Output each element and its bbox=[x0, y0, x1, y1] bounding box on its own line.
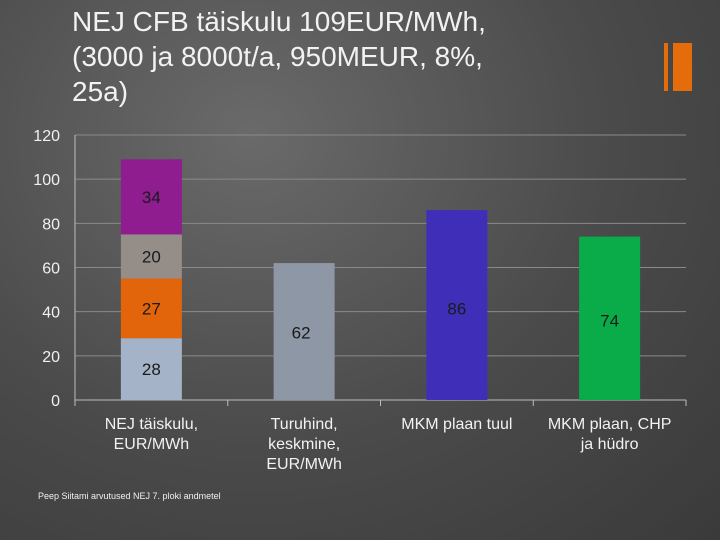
bar-segment bbox=[120, 338, 182, 400]
slide-title: NEJ CFB täiskulu 109EUR/MWh, (3000 ja 80… bbox=[72, 4, 632, 109]
y-tick-label: 120 bbox=[33, 128, 60, 145]
data-label: 74 bbox=[600, 311, 619, 330]
y-tick-label: 80 bbox=[42, 216, 60, 233]
bar-segment bbox=[120, 159, 182, 235]
y-tick-label: 0 bbox=[51, 393, 60, 410]
x-category-label: MKM plaan tuul bbox=[401, 416, 512, 433]
y-tick-label: 20 bbox=[42, 349, 60, 366]
source-footnote: Peep Siitami arvutused NEJ 7. ploki andm… bbox=[38, 491, 221, 501]
x-category-label: NEJ täiskulu, bbox=[105, 416, 198, 433]
bar-segment bbox=[273, 263, 335, 400]
data-label: 34 bbox=[142, 188, 161, 207]
x-category-label: MKM plaan, CHP bbox=[548, 416, 672, 433]
x-category-label: keskmine, bbox=[268, 436, 340, 453]
accent-bar-thin bbox=[664, 43, 668, 91]
data-label: 86 bbox=[447, 300, 466, 319]
y-tick-label: 100 bbox=[33, 172, 60, 189]
y-tick-label: 60 bbox=[42, 261, 60, 278]
data-label: 20 bbox=[142, 247, 161, 266]
title-line: NEJ CFB täiskulu 109EUR/MWh, bbox=[72, 6, 486, 37]
bar-segment bbox=[579, 236, 641, 400]
title-line: 25a) bbox=[72, 76, 129, 107]
x-category-label: Turuhind, bbox=[271, 416, 338, 433]
data-label: 28 bbox=[142, 360, 161, 379]
y-tick-label: 40 bbox=[42, 305, 60, 322]
data-label: 27 bbox=[142, 299, 161, 318]
accent-bar-thick bbox=[673, 43, 692, 91]
data-label: 62 bbox=[292, 323, 311, 342]
bar-segment bbox=[426, 210, 488, 400]
bar-segment bbox=[120, 234, 182, 279]
title-line: (3000 ja 8000t/a, 950MEUR, 8%, bbox=[72, 41, 483, 72]
x-category-label: EUR/MWh bbox=[114, 436, 190, 453]
x-category-label: ja hüdro bbox=[580, 436, 639, 453]
x-category-label: EUR/MWh bbox=[266, 456, 342, 473]
accent-bar-decoration bbox=[664, 43, 692, 91]
bar-segment bbox=[120, 278, 182, 339]
